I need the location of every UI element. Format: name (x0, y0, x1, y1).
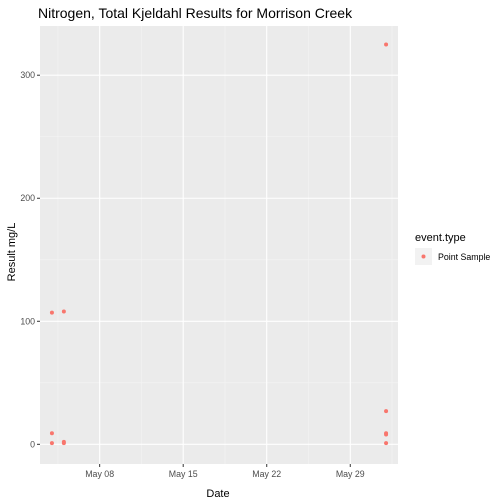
legend-point (421, 254, 426, 259)
legend-title: event.type (415, 232, 466, 244)
data-point (61, 309, 66, 314)
data-point (61, 441, 66, 446)
major-gridlines (40, 26, 398, 464)
data-points (49, 42, 389, 446)
y-axis: 0 100 200 300 (20, 70, 40, 449)
y-tick-label: 300 (20, 70, 35, 80)
data-point (49, 431, 54, 436)
x-axis: May 08 May 15 May 22 May 29 (85, 464, 365, 479)
data-point (384, 409, 389, 414)
data-point (384, 441, 389, 446)
y-axis-title: Result mg/L (6, 223, 18, 282)
data-point (49, 310, 54, 315)
chart-title: Nitrogen, Total Kjeldahl Results for Mor… (38, 5, 353, 21)
x-tick-label: May 29 (336, 469, 365, 479)
x-tick-label: May 22 (252, 469, 281, 479)
x-tick-label: May 15 (169, 469, 198, 479)
plot-panel (40, 26, 398, 464)
x-axis-title: Date (206, 488, 229, 500)
data-point (384, 432, 389, 437)
legend-label-point-sample: Point Sample (438, 252, 490, 262)
x-tick-label: May 08 (85, 469, 114, 479)
y-tick-label: 200 (20, 193, 35, 203)
data-point (384, 42, 389, 47)
legend: event.type Point Sample (415, 232, 490, 265)
data-point (49, 441, 54, 446)
y-tick-label: 0 (30, 439, 35, 449)
y-tick-label: 100 (20, 316, 35, 326)
